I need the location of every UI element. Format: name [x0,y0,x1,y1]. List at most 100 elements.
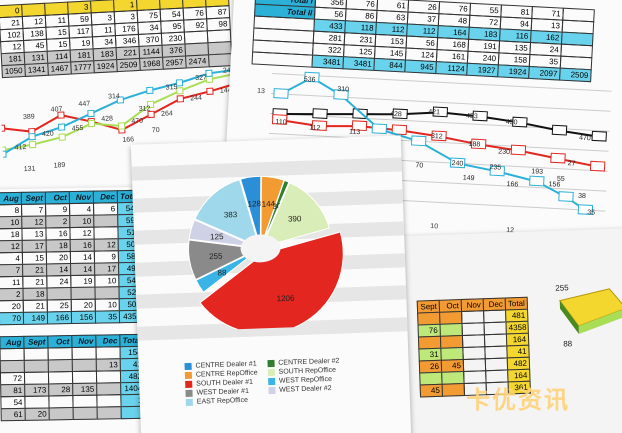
legend-label: CENTRE Dealer #1 [195,360,257,370]
legend-item: WEST Dealer #2 [268,385,340,395]
legend-item: EAST RepOffice [185,396,259,407]
series-point [146,86,154,95]
pie-slice [195,248,260,293]
bottom-left-table: AugSeptOctNovDecTotal8794654510122105971… [0,189,145,326]
slice-value-label: 383 [224,210,238,219]
data-label: 189 [53,162,65,170]
slice-value-label: 1206 [277,294,296,304]
data-label: 428 [390,111,402,119]
table-cell: 2509 [116,57,141,73]
legend-swatch [184,371,193,380]
series-point [470,138,487,150]
legend-swatch [267,368,275,377]
legend-item: SOUTH RepOffice [267,367,339,377]
data-label: 470 [579,135,591,143]
top-right-line-chart: 536 310 110 112 113 428 421 453 450 470 188 230 312 2… [253,71,612,238]
data-label: 450 [506,119,518,127]
series-point [176,95,184,103]
chart-3d-side [578,308,622,334]
data-label: 240 [223,67,235,75]
data-label: 470 [131,118,143,126]
table-cell: 1050 [1,63,26,79]
series-point [512,116,528,128]
series-point [271,114,288,125]
table-cell [72,406,98,421]
series-point [0,150,7,158]
legend-label: EAST RepOffice [196,396,249,406]
series-point [146,100,155,109]
chart-3d-face [558,288,622,327]
table-cell: 1777 [70,60,95,75]
table-cell: 156 [70,310,97,325]
data-label: 312 [139,105,151,113]
data-label: 188 [468,141,480,149]
top-left-table: 0 3 1 21 12 11 59 3 3 75 54 76 87 102 138 15 117 11 176 34 9… [0,0,233,79]
legend-swatch [185,389,193,398]
series-point [0,124,6,132]
series-point [589,160,606,172]
series-point [392,108,408,120]
series-point [57,111,65,119]
pie-slice [260,179,290,247]
data-label: 235 [489,164,501,172]
pie-chart-sheet: 128 144 30 390 1206 88 255 125 383 CENTRE Dealer… [130,135,412,433]
series-point [311,120,328,131]
table-cell [48,407,74,421]
data-label: 314 [108,93,120,101]
data-label: 144 [220,87,232,95]
data-label: 428 [101,115,113,123]
legend-label: WEST Dealer #1 [196,387,250,397]
legend-item: CENTRE Dealer #1 [184,361,257,371]
table-cell: 2957 [162,55,187,70]
bottom-left-table-2: Aug Sept Oct Nov Dec Total 154 13 41 72 482 81 173 28… [0,333,146,422]
legend-item: WEST RepOffice [267,376,340,386]
legend-label: SOUTH RepOffice [278,366,337,376]
legend-swatch [184,362,192,371]
legend-item: CENTRE RepOffice [184,370,258,380]
legend-left-column: CENTRE Dealer #1 CENTRE RepOffice SOUTH De… [184,361,258,407]
series-point [116,96,124,104]
slice-value-label: 390 [288,214,302,223]
slice-value-label: 30 [272,202,282,211]
data-label: 166 [506,181,518,189]
series-point [273,88,289,99]
data-label: 453 [466,113,478,121]
legend-item: CENTRE Dealer #2 [267,358,339,368]
table-cell: 61 [0,407,26,422]
series-point [175,79,184,87]
slice-value-label: 125 [210,232,224,241]
table-cell [208,53,233,68]
legend-swatch [267,359,275,368]
chart-3d-side [559,300,579,334]
table-cell: 45 [419,383,444,398]
slice-value-label: 88 [217,268,227,277]
data-label: 264 [161,110,173,118]
data-label: 421 [428,109,440,117]
y-tick-label: 13 [257,88,265,95]
series-point [312,108,328,119]
table-cell: 149 [22,311,49,325]
data-label: 389 [23,113,35,121]
series-point [410,135,427,147]
data-label: 27 [568,160,576,167]
data-label: 310 [337,86,349,94]
data-label: 244 [190,95,202,103]
data-label: 447 [78,101,90,109]
data-label: 131 [24,166,36,174]
series-point [558,191,574,202]
series-point [529,175,545,187]
gridline [268,132,609,152]
pie-slice [261,182,331,248]
data-label: 113 [349,129,361,137]
pie-legend: CENTRE Dealer #1 CENTRE RepOffice SOUTH De… [184,358,340,407]
series-point [147,110,155,119]
data-label: 240 [451,160,463,168]
pie-center-hole [240,234,281,263]
slice-value-label: 128 [247,199,261,208]
legend-swatch [185,380,193,389]
series-point [551,124,568,136]
series-point [206,87,214,95]
data-label: 255 [555,283,569,292]
x-tick-label: 12 [506,227,514,234]
